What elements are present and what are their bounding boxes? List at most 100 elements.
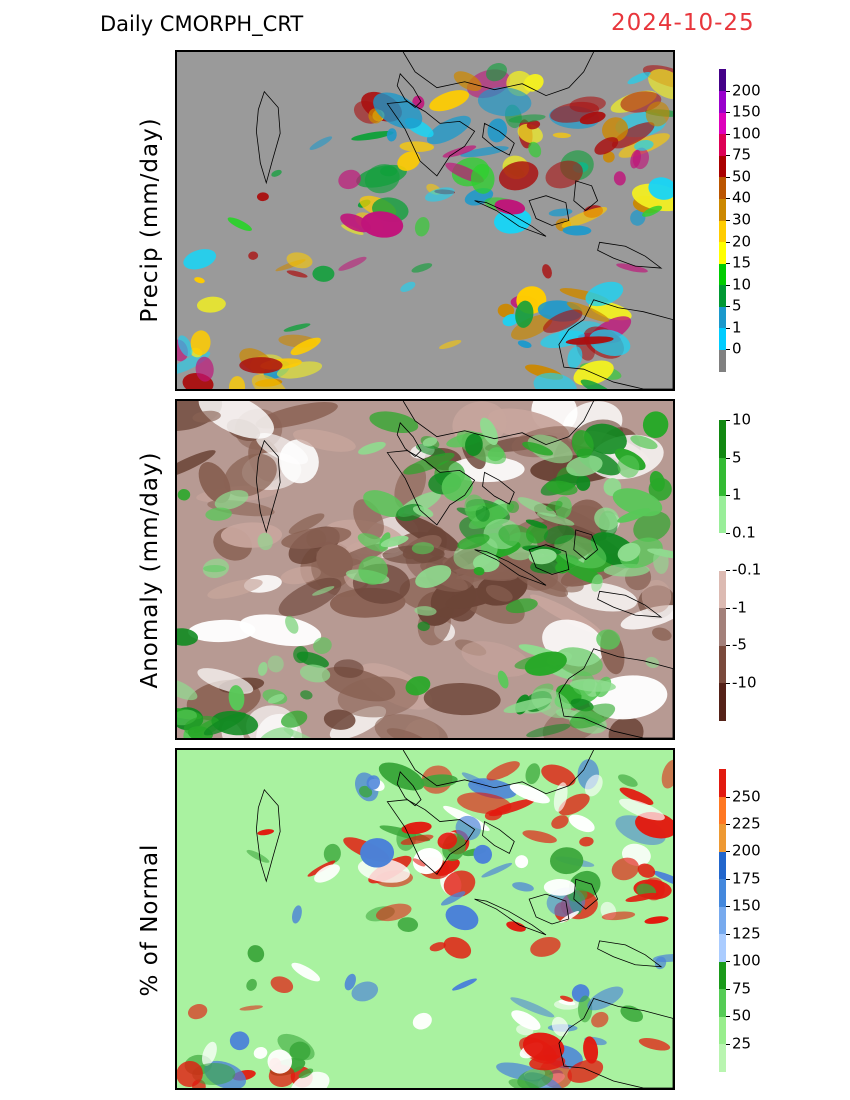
percent-colorbar-label: 175	[732, 869, 761, 888]
precip-map-panel	[175, 50, 675, 391]
precip-colorbar-label: 75	[732, 145, 752, 164]
anomaly-map-panel	[175, 399, 675, 740]
precip-colorbar-tick	[726, 220, 730, 221]
precip-colorbar-swatch	[719, 198, 726, 221]
anomaly-colorbar-label: 1	[732, 485, 742, 504]
percent-coastlines	[255, 750, 673, 1088]
chart-title: Daily CMORPH_CRT	[100, 12, 304, 36]
anomaly-colorbar-swatch	[719, 495, 726, 534]
precip-colorbar-tick	[726, 90, 730, 92]
precip-colorbar-swatch	[719, 327, 726, 351]
precip-colorbar-label: 5	[732, 296, 742, 315]
precip-colorbar-label: 10	[732, 275, 752, 294]
precip-colorbar-label: 200	[732, 81, 761, 100]
precip-colorbar-tick	[726, 284, 730, 286]
percent-colorbar-swatch	[719, 769, 726, 798]
precip-colorbar-swatch	[719, 306, 726, 329]
precip-colorbar-swatch	[719, 349, 726, 372]
precip-colorbar-tick	[726, 327, 730, 329]
precip-colorbar-swatch	[719, 220, 726, 243]
anomaly-colorbar-swatch	[719, 420, 726, 459]
precip-colorbar-label: 1	[732, 318, 742, 337]
precip-field-blobs	[177, 62, 673, 389]
anomaly-colorbar-label: 10	[732, 410, 752, 429]
anomaly-colorbar-label: -1	[732, 598, 747, 616]
anomaly-coastlines	[255, 401, 673, 738]
percent-colorbar-swatch	[719, 933, 726, 962]
percent-colorbar-label: 50	[732, 1006, 752, 1025]
anomaly-colorbar-tick	[726, 495, 730, 496]
percent-colorbar	[719, 769, 726, 1072]
percent-map-background	[177, 750, 673, 1088]
percent-colorbar-swatch	[719, 823, 726, 852]
precip-colorbar-swatch	[719, 69, 726, 92]
percent-colorbar-swatch	[719, 906, 726, 935]
precip-colorbar-tick	[726, 241, 730, 243]
anomaly-colorbar-tick	[726, 682, 730, 684]
precip-colorbar-tick	[726, 155, 730, 157]
precip-colorbar-label: 150	[732, 102, 761, 121]
percent-colorbar-tick	[726, 988, 730, 990]
anomaly-colorbar-label: -10	[732, 673, 757, 691]
precip-colorbar-swatch	[719, 155, 726, 178]
anomaly-colorbar-tick	[726, 645, 730, 646]
percent-field-blobs	[177, 759, 673, 1088]
percent-colorbar-swatch	[719, 878, 726, 907]
percent-colorbar-tick	[726, 878, 730, 880]
precip-colorbar-swatch	[719, 176, 726, 200]
percent-colorbar-swatch	[719, 1016, 726, 1045]
anomaly-colorbar-swatch	[719, 457, 726, 496]
anomaly-colorbar-swatch	[719, 532, 726, 571]
precip-y-label: Precip (mm/day)	[137, 117, 163, 323]
percent-colorbar-label: 250	[732, 787, 761, 805]
percent-colorbar-tick	[726, 1043, 730, 1045]
chart-date: 2024-10-25	[611, 10, 755, 36]
anomaly-colorbar-tick	[726, 457, 730, 459]
percent-colorbar-tick	[726, 1016, 730, 1018]
precip-colorbar-swatch	[719, 133, 726, 156]
anomaly-colorbar-swatch	[719, 645, 726, 684]
anomaly-map-field	[177, 401, 673, 738]
percent-colorbar-swatch	[719, 796, 726, 825]
anomaly-colorbar-label: -5	[732, 635, 747, 654]
precip-colorbar-swatch	[719, 241, 726, 264]
anomaly-colorbar-tick	[726, 570, 730, 571]
precip-coastlines	[255, 52, 673, 389]
precip-colorbar-label: 15	[732, 253, 752, 272]
percent-colorbar-swatch	[719, 851, 726, 880]
precip-colorbar-swatch	[719, 284, 726, 307]
percent-colorbar-label: 225	[732, 814, 761, 833]
percent-colorbar-label: 200	[732, 841, 761, 860]
anomaly-colorbar-swatch	[719, 570, 726, 609]
percent-map-field	[177, 750, 673, 1088]
anomaly-colorbar-label: -0.1	[732, 560, 762, 579]
anomaly-colorbar	[719, 420, 726, 721]
anomaly-colorbar-swatch	[719, 607, 726, 646]
precip-colorbar-label: 40	[732, 188, 752, 207]
percent-colorbar-label: 100	[732, 951, 761, 970]
percent-colorbar-label: 150	[732, 896, 761, 915]
percent-colorbar-swatch	[719, 1043, 726, 1072]
precip-colorbar-tick	[726, 133, 730, 135]
precip-colorbar-tick	[726, 176, 730, 178]
anomaly-colorbar-label: 0.1	[732, 523, 756, 541]
percent-colorbar-tick	[726, 933, 730, 935]
percent-colorbar-tick	[726, 906, 730, 908]
precip-colorbar-tick	[726, 263, 730, 265]
precip-colorbar-tick	[726, 306, 730, 308]
percent-colorbar-tick	[726, 851, 730, 853]
precip-colorbar-label: 100	[732, 124, 761, 143]
precip-colorbar-label: 30	[732, 210, 752, 229]
percent-y-label: % of Normal	[137, 843, 163, 997]
anomaly-colorbar-tick	[726, 607, 730, 609]
precip-colorbar-swatch	[719, 90, 726, 113]
anomaly-colorbar-swatch	[719, 682, 726, 721]
precip-colorbar	[719, 69, 726, 372]
precip-map-field	[177, 52, 673, 389]
precip-colorbar-label: 20	[732, 232, 752, 251]
precip-colorbar-swatch	[719, 263, 726, 286]
anomaly-colorbar-tick	[726, 532, 730, 534]
precip-colorbar-tick	[726, 349, 730, 351]
percent-colorbar-label: 125	[732, 924, 761, 943]
percent-map-panel	[175, 748, 675, 1090]
